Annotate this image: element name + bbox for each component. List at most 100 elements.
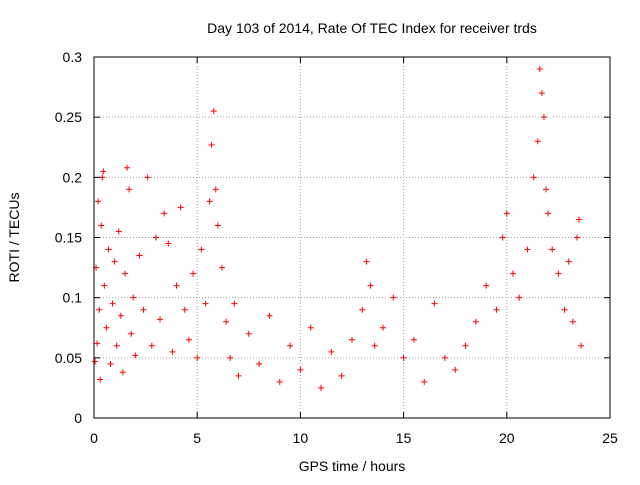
data-point xyxy=(524,246,531,253)
data-point xyxy=(576,216,583,223)
data-point xyxy=(208,141,215,148)
data-point xyxy=(534,138,541,145)
data-point xyxy=(161,210,168,217)
data-point xyxy=(115,228,122,235)
x-tick-label: 25 xyxy=(602,430,618,446)
data-point xyxy=(462,342,469,349)
y-tick-label: 0.2 xyxy=(63,169,83,185)
data-point xyxy=(549,246,556,253)
data-point xyxy=(144,174,151,181)
data-point xyxy=(493,306,500,313)
data-point xyxy=(210,108,217,115)
data-point xyxy=(307,324,314,331)
data-point xyxy=(509,270,516,277)
data-point xyxy=(276,378,283,385)
data-point xyxy=(483,282,490,289)
data-point xyxy=(555,270,562,277)
x-axis-label: GPS time / hours xyxy=(299,458,406,474)
data-point xyxy=(472,318,479,325)
data-point xyxy=(103,324,110,331)
data-point xyxy=(101,282,108,289)
data-point xyxy=(132,352,139,359)
data-point xyxy=(538,90,545,97)
data-point xyxy=(536,66,543,73)
data-point xyxy=(231,300,238,307)
y-tick-label: 0.15 xyxy=(55,230,82,246)
data-point xyxy=(379,324,386,331)
data-point xyxy=(202,300,209,307)
data-point xyxy=(573,234,580,241)
data-point xyxy=(503,210,510,217)
data-point xyxy=(578,342,585,349)
x-tick-label: 5 xyxy=(193,430,201,446)
data-point xyxy=(266,312,273,319)
data-point xyxy=(235,372,242,379)
data-point xyxy=(173,282,180,289)
data-point xyxy=(297,366,304,373)
data-point xyxy=(165,240,172,247)
data-point xyxy=(124,164,131,171)
data-point xyxy=(569,318,576,325)
data-point xyxy=(92,358,99,365)
data-point xyxy=(410,336,417,343)
data-point xyxy=(227,354,234,361)
data-point xyxy=(256,360,263,367)
data-point xyxy=(185,336,192,343)
data-point xyxy=(128,330,135,337)
data-point xyxy=(214,222,221,229)
grid-layer xyxy=(94,57,610,418)
data-point xyxy=(111,258,118,265)
data-point xyxy=(109,300,116,307)
data-point xyxy=(105,246,112,253)
data-point xyxy=(130,294,137,301)
data-point xyxy=(400,354,407,361)
data-point xyxy=(136,252,143,259)
data-point xyxy=(338,372,345,379)
data-point xyxy=(565,258,572,265)
y-tick-label: 0 xyxy=(74,410,82,426)
data-point xyxy=(119,369,126,376)
data-point xyxy=(328,348,335,355)
x-tick-label: 20 xyxy=(499,430,515,446)
data-point xyxy=(349,336,355,343)
data-point xyxy=(121,270,128,277)
data-point xyxy=(218,264,225,271)
data-point xyxy=(561,306,568,313)
data-point xyxy=(94,340,101,347)
data-point xyxy=(95,198,102,205)
x-tick-label: 0 xyxy=(90,430,98,446)
data-point xyxy=(157,316,164,323)
data-point xyxy=(107,360,114,367)
data-point xyxy=(152,234,159,241)
data-point xyxy=(390,294,397,301)
data-point xyxy=(431,300,438,307)
data-point xyxy=(99,174,106,181)
data-point xyxy=(96,306,103,313)
data-point xyxy=(371,342,378,349)
data-point xyxy=(245,330,252,337)
data-point xyxy=(367,282,374,289)
y-axis-label: ROTI / TECUs xyxy=(6,193,22,283)
data-point xyxy=(113,342,120,349)
data-point xyxy=(177,204,184,211)
chart-title: Day 103 of 2014, Rate Of TEC Index for r… xyxy=(207,20,537,36)
data-point xyxy=(359,306,366,313)
data-point xyxy=(190,270,197,277)
data-point xyxy=(169,348,176,355)
data-points-layer xyxy=(92,66,585,391)
data-point xyxy=(117,312,124,319)
data-point xyxy=(543,186,550,193)
data-point xyxy=(140,306,147,313)
data-point xyxy=(198,246,205,253)
data-point xyxy=(421,378,428,385)
data-point xyxy=(100,168,107,175)
data-point xyxy=(545,210,552,217)
data-point xyxy=(363,258,370,265)
data-point xyxy=(194,354,201,361)
y-tick-label: 0.25 xyxy=(55,109,82,125)
data-point xyxy=(452,366,459,373)
data-point xyxy=(441,354,448,361)
data-point xyxy=(540,114,547,121)
